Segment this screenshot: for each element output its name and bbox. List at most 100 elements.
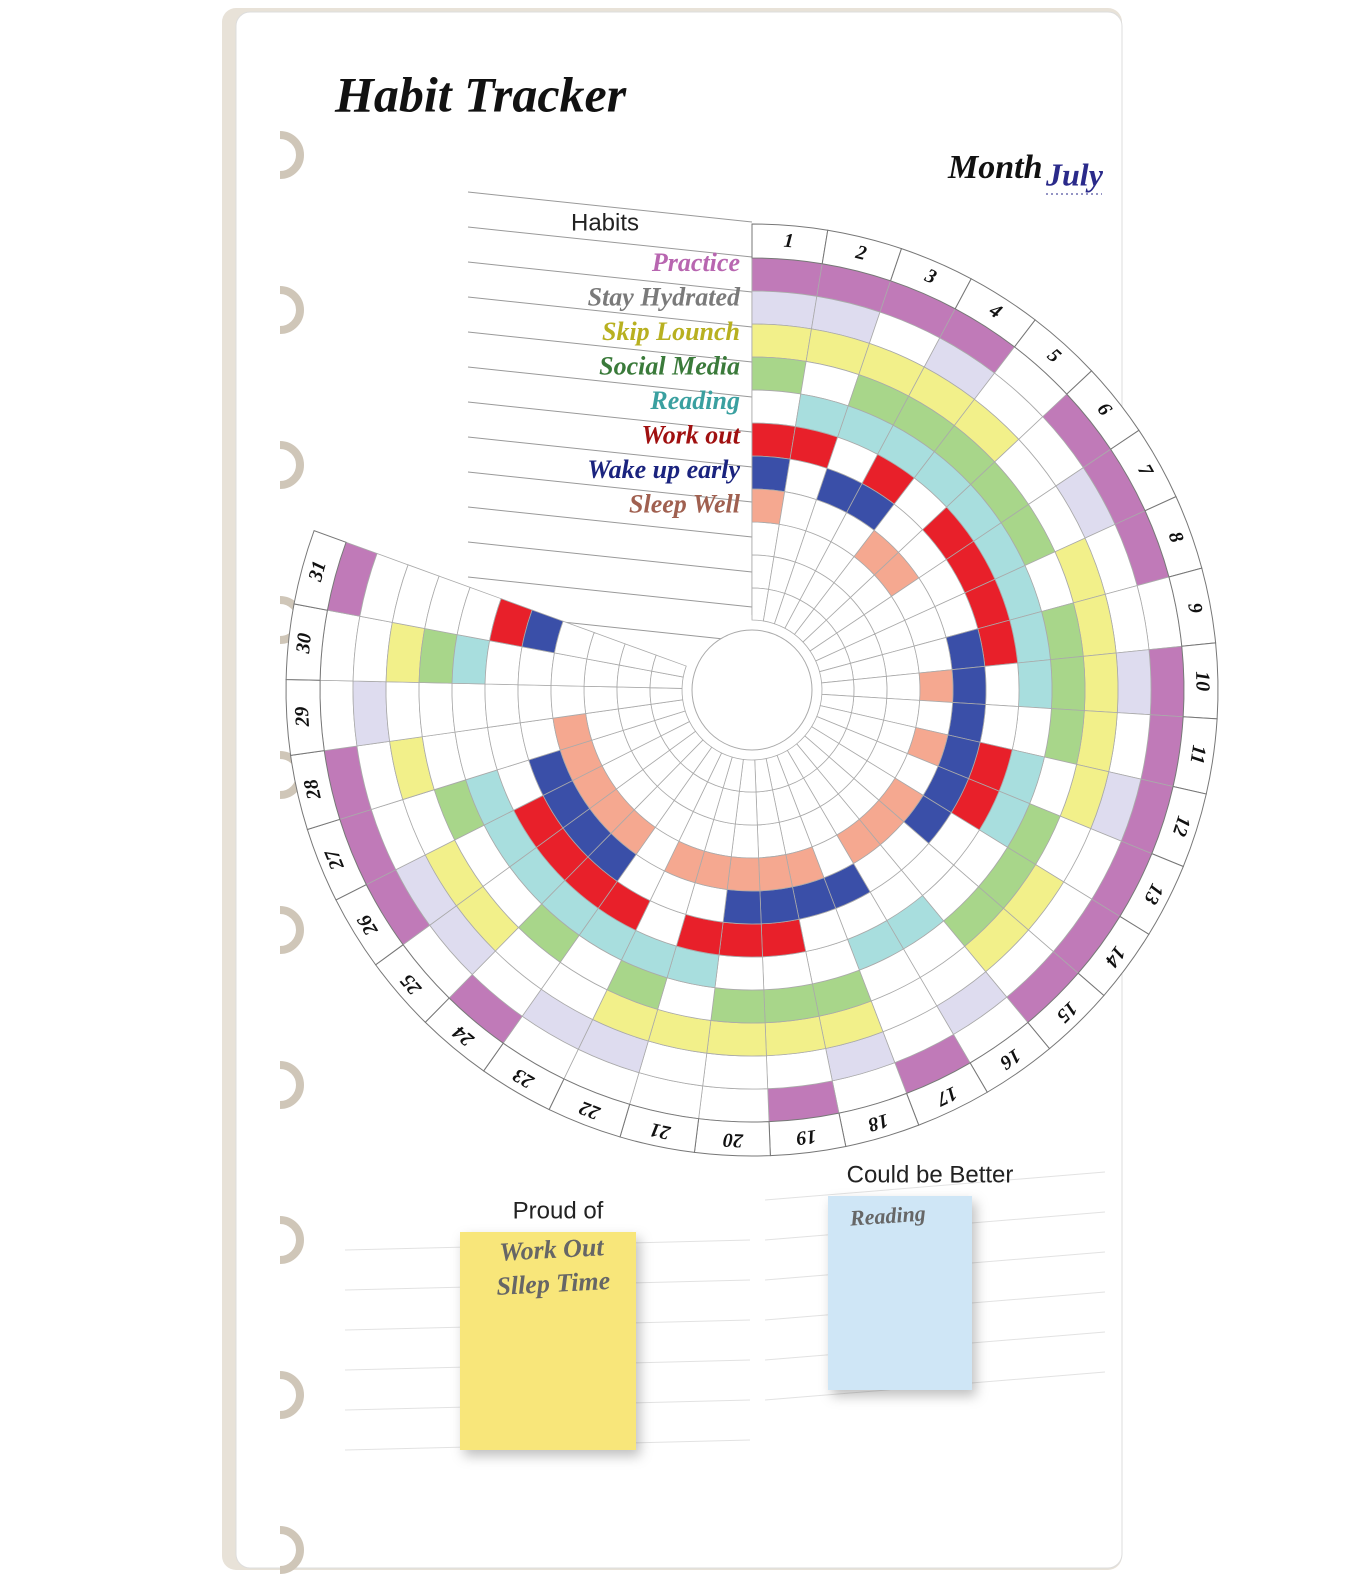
habit-name: Sleep Well <box>629 489 741 518</box>
habit-cell-done <box>726 856 761 892</box>
habit-cell-done <box>751 323 812 362</box>
habit-cell-done <box>1017 659 1053 709</box>
empty-cell <box>583 685 619 715</box>
row-line <box>467 541 753 573</box>
day-number: 19 <box>795 1125 818 1149</box>
habit-wheel: 1234567891011121314151617181920212223242… <box>285 223 1219 1157</box>
habit-cell <box>698 1085 770 1123</box>
day-number: 20 <box>723 1129 745 1152</box>
binder-holes <box>279 131 304 1574</box>
habit-cell <box>751 389 802 428</box>
row-line <box>467 296 753 328</box>
day-number: 21 <box>648 1118 673 1144</box>
binder-hole <box>279 286 304 334</box>
habit-cell <box>451 682 489 733</box>
binder-hole <box>279 1216 304 1264</box>
empty-cell <box>730 823 760 859</box>
habit-cell <box>550 685 587 719</box>
habit-cell-done <box>760 918 807 958</box>
habits-header: Habits <box>571 209 639 236</box>
note-text: Work Out <box>499 1232 605 1266</box>
habit-cell <box>702 1052 769 1090</box>
habit-cell <box>984 662 1020 707</box>
note-text: Reading <box>848 1200 926 1230</box>
habit-cell <box>762 951 813 991</box>
day-number: 9 <box>1183 601 1206 615</box>
habit-cell-done <box>718 921 763 958</box>
habit-cell <box>553 620 595 660</box>
habit-cell-done <box>710 987 766 1024</box>
habit-cell-done <box>751 422 796 460</box>
habit-cell-done <box>1148 645 1185 718</box>
habit-cell-done <box>951 665 987 705</box>
habit-cell <box>979 704 1019 751</box>
sticky-note-blue <box>828 1196 972 1390</box>
habit-rows: Practice Stay Hydrated Skip Lounch Social M… <box>467 191 753 643</box>
habit-name: Social Media <box>599 351 740 380</box>
day-number: 30 <box>292 632 316 655</box>
day-cell <box>293 529 347 611</box>
habit-cell <box>517 646 555 686</box>
habit-cell-done <box>418 628 458 684</box>
row-line <box>467 226 753 258</box>
habit-cell-done <box>722 889 762 925</box>
habit-cell-done <box>385 621 426 683</box>
habit-cell <box>484 640 523 686</box>
habit-cell-done <box>918 669 954 703</box>
habit-name: Wake up early <box>587 455 740 484</box>
binder-hole <box>279 1371 304 1419</box>
day-number: 2 <box>853 241 869 265</box>
center-hole <box>691 629 813 751</box>
habit-cell-done <box>759 886 800 925</box>
binder-hole <box>279 441 304 489</box>
row-line <box>467 191 753 223</box>
habit-cell-done <box>706 1020 767 1057</box>
habit-cell-done <box>751 488 786 525</box>
habit-name: Skip Lounch <box>602 317 740 346</box>
empty-cell <box>821 679 855 697</box>
habit-cell-done <box>1115 649 1152 716</box>
habit-cell-done <box>751 257 823 297</box>
habit-cell <box>714 954 765 991</box>
title: Habit Tracker <box>334 66 627 122</box>
habit-name: Work out <box>642 420 741 449</box>
row-line <box>467 576 753 608</box>
habit-cell <box>418 682 456 738</box>
binder-hole <box>279 1061 304 1109</box>
binder-hole <box>279 1526 304 1574</box>
habit-cell-done <box>352 680 391 747</box>
habit-cell <box>319 679 358 752</box>
habit-cell-done <box>751 356 807 395</box>
could-be-better-label: Could be Better <box>847 1161 1014 1188</box>
binder-hole <box>279 131 304 179</box>
empty-cell <box>651 654 687 678</box>
row-line <box>467 366 753 398</box>
habit-name: Stay Hydrated <box>588 282 741 311</box>
row-line <box>467 506 753 538</box>
binder-hole <box>279 906 304 954</box>
empty-cell <box>885 672 921 701</box>
day-number: 10 <box>1191 671 1213 691</box>
habit-name: Practice <box>651 248 740 277</box>
day-number: 28 <box>300 777 326 802</box>
habit-cell <box>517 684 554 724</box>
habit-cell <box>484 683 521 728</box>
habit-cell-done <box>751 290 818 330</box>
habit-name: Reading <box>649 386 740 415</box>
row-line <box>467 471 753 503</box>
row-line <box>467 331 753 363</box>
month-value: July <box>1045 156 1104 192</box>
sticky-note-yellow <box>460 1232 636 1450</box>
empty-cell <box>853 675 888 699</box>
day-number: 11 <box>1186 744 1210 766</box>
row-line <box>467 261 753 293</box>
row-line <box>467 401 753 433</box>
day-number: 1 <box>783 230 795 253</box>
day-number: 29 <box>291 706 314 728</box>
row-line <box>467 436 753 468</box>
proud-of-label: Proud of <box>513 1197 604 1224</box>
habit-cell-done <box>1082 652 1119 714</box>
